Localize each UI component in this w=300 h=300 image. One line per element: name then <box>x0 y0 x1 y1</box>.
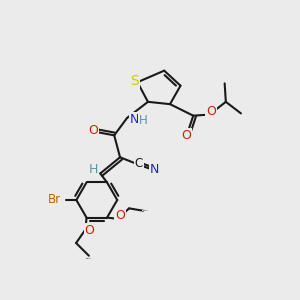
Text: Ethoxy1: Ethoxy1 <box>142 210 148 211</box>
Text: N: N <box>130 113 139 126</box>
Text: O: O <box>206 105 216 118</box>
Text: O: O <box>85 224 94 237</box>
Text: O: O <box>88 124 98 137</box>
Text: N: N <box>150 163 159 176</box>
Text: O: O <box>115 209 125 223</box>
Text: Ethoxy2: Ethoxy2 <box>86 257 92 259</box>
Text: H: H <box>139 114 148 127</box>
Text: O: O <box>182 129 191 142</box>
Text: S: S <box>130 74 139 88</box>
Text: H: H <box>89 163 98 176</box>
Text: Br: Br <box>48 193 61 206</box>
Text: C: C <box>134 157 143 170</box>
